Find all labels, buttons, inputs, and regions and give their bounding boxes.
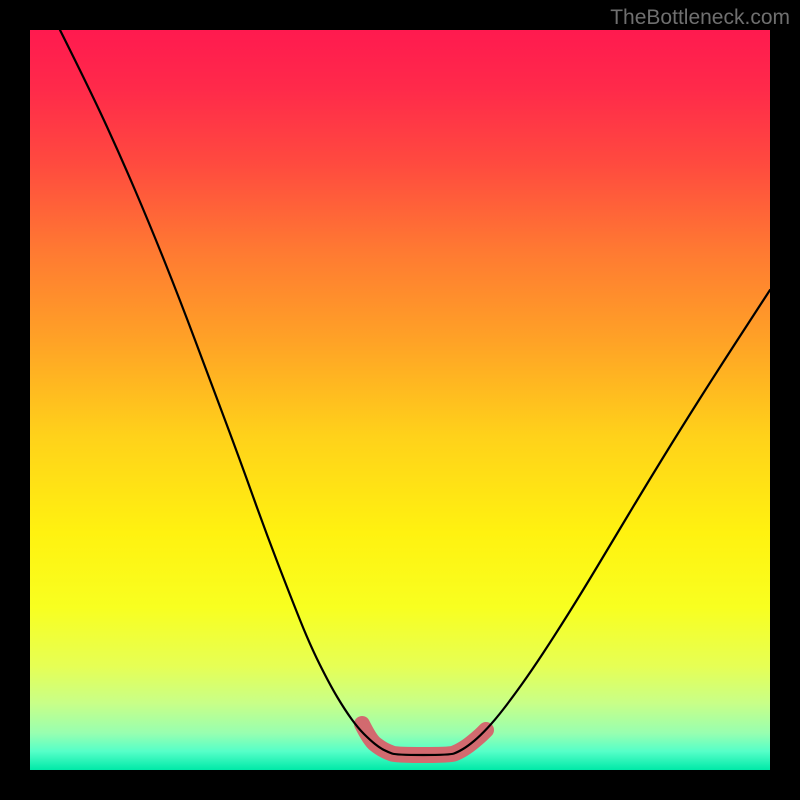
optimal-marker bbox=[362, 724, 486, 755]
plot-area bbox=[30, 30, 770, 770]
chart-frame: TheBottleneck.com bbox=[0, 0, 800, 800]
watermark-text: TheBottleneck.com bbox=[610, 6, 790, 30]
main-curve bbox=[60, 30, 770, 755]
bottleneck-curve bbox=[30, 30, 770, 770]
